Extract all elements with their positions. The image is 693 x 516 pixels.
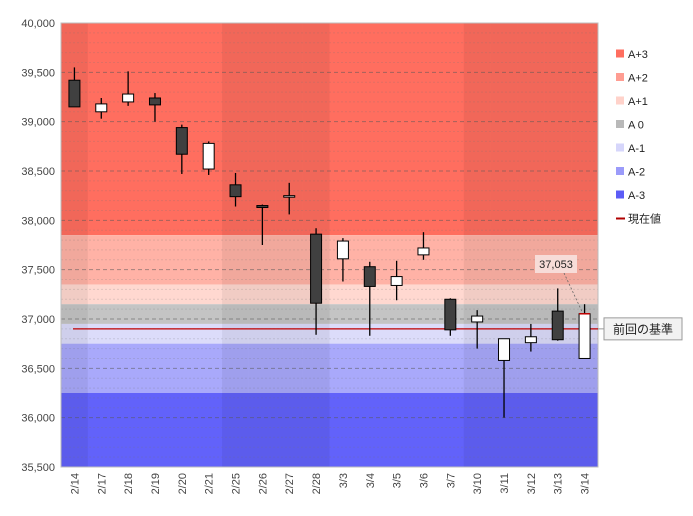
y-tick-label: 36,500 [21, 363, 55, 375]
y-tick-label: 38,000 [21, 215, 55, 227]
callout-box [535, 255, 577, 273]
x-tick-label: 3/3 [338, 473, 350, 488]
current-value-callout: 37,053 [535, 255, 591, 315]
column-stripe [222, 23, 249, 467]
candle-body [390, 276, 403, 286]
x-tick-label: 3/6 [418, 473, 430, 488]
legend-label: A-2 [628, 167, 645, 179]
candle-body [336, 240, 349, 260]
legend-swatch [616, 143, 624, 152]
legend-swatch [616, 73, 624, 81]
y-tick-label: 35,500 [21, 462, 55, 474]
x-tick-label: 2/19 [150, 473, 162, 494]
x-tick-label: 3/13 [553, 473, 565, 494]
y-tick-label: 38,500 [21, 166, 55, 178]
band-Aplus3 [61, 23, 598, 236]
legend-swatch [616, 96, 624, 105]
candle-body [578, 313, 591, 359]
x-tick-label: 3/14 [580, 473, 592, 494]
column-stripe [463, 23, 491, 467]
legend-swatch [616, 167, 624, 175]
band-Aplus2 [61, 235, 598, 285]
candle-body [363, 266, 376, 287]
legend-label: A 0 [628, 120, 644, 132]
legend-swatch [616, 190, 624, 199]
band-Aminus3 [61, 393, 598, 467]
column-stripe [275, 23, 303, 467]
x-tick-label: 3/4 [365, 473, 377, 488]
callout-value: 37,053 [539, 259, 573, 271]
candle-body [95, 103, 108, 113]
x-tick-label: 3/12 [526, 473, 538, 494]
candle-body [229, 184, 242, 198]
y-tick-label: 39,000 [21, 117, 55, 129]
x-tick-label: 2/14 [69, 473, 81, 494]
y-tick-label: 37,000 [21, 314, 55, 326]
candle-body [310, 233, 323, 304]
band-Aplus1 [61, 284, 598, 305]
reference-label-box [603, 317, 683, 341]
x-tick-label: 3/11 [499, 473, 511, 494]
x-tick-label: 2/26 [257, 473, 269, 494]
candle-body [68, 79, 81, 108]
candle-body [283, 195, 296, 198]
y-tick-label: 40,000 [21, 18, 55, 30]
reference-label: 前回の基準 [613, 321, 673, 336]
column-stripe [544, 23, 572, 467]
gridlines [60, 22, 599, 468]
candle-body [122, 93, 135, 103]
candle-body [256, 205, 269, 209]
legend-label: A-3 [628, 190, 645, 202]
y-tick-label: 37,500 [21, 265, 55, 277]
candle-body [202, 142, 215, 170]
candle-body [471, 315, 484, 323]
x-tick-label: 2/17 [96, 473, 108, 494]
legend-label: A+1 [628, 96, 648, 108]
legend-label: A+2 [628, 73, 648, 85]
x-tick-label: 2/21 [204, 473, 216, 494]
plot-border [60, 22, 599, 468]
y-tick-label: 39,500 [21, 67, 55, 79]
x-tick-label: 3/5 [392, 473, 404, 488]
candle-body [444, 298, 457, 331]
x-tick-label: 2/28 [311, 473, 323, 494]
column-stripe [571, 23, 598, 467]
candle-body [551, 310, 564, 341]
x-tick-label: 2/18 [123, 473, 135, 494]
candles [68, 67, 591, 418]
column-stripe [517, 23, 545, 467]
legend-swatch [616, 120, 624, 128]
x-axis: 2/14 2/17 2/18 2/19 2/20 2/21 2/25 2/26 2/27 2/28… [69, 473, 591, 494]
x-tick-label: 2/27 [284, 473, 296, 494]
legend-swatch [616, 49, 624, 58]
candle-body [498, 338, 511, 361]
x-tick-label: 2/25 [231, 473, 243, 494]
x-tick-label: 3/10 [472, 473, 484, 494]
y-axis: 35,500 36,000 36,500 37,000 37,500 38,000 38,5… [21, 18, 55, 474]
x-tick-label: 3/7 [445, 473, 457, 488]
callout-leader [563, 272, 583, 313]
candle-body [148, 97, 161, 106]
candle-body [524, 336, 537, 344]
y-tick-label: 36,000 [21, 413, 55, 425]
legend-label: A-1 [628, 143, 645, 155]
legend-label: 現在値 [628, 213, 661, 226]
candle-body [417, 247, 430, 256]
legend: A+3 A+2 A+1 A 0 A-1 A-2 A-3 現在値 [616, 49, 661, 226]
legend-label: A+3 [628, 49, 648, 61]
x-tick-label: 2/20 [177, 473, 189, 494]
reference-line-group: 前回の基準 [73, 317, 683, 341]
candle-body [175, 127, 188, 155]
